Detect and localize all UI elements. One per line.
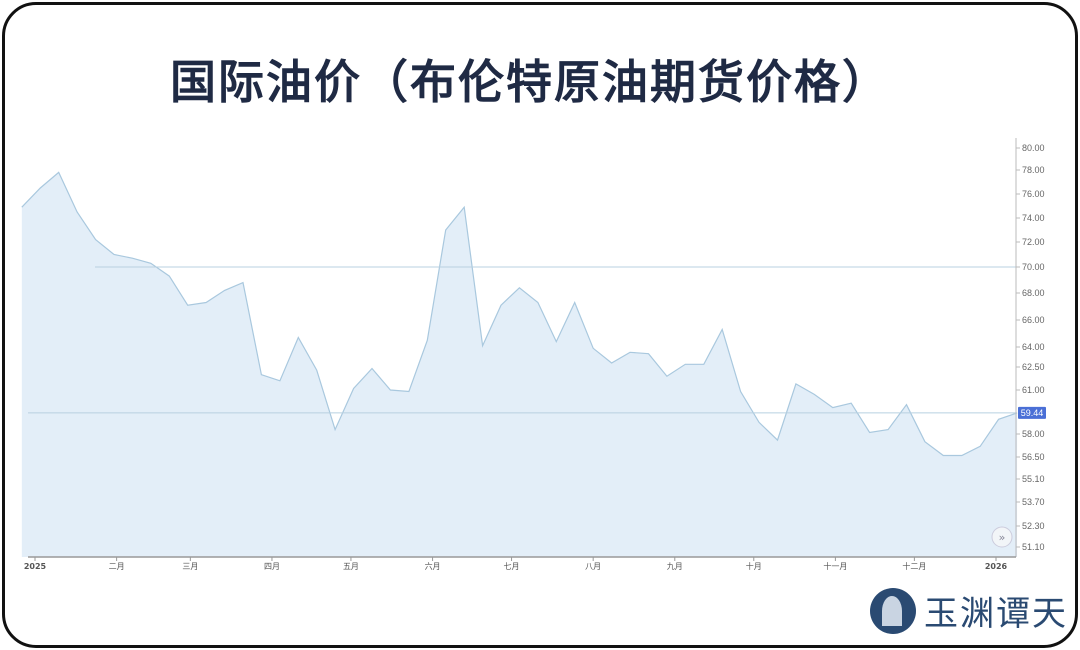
last-value-badge (1018, 406, 1046, 419)
y-tick-label: 62.50 (1022, 362, 1045, 372)
scroll-forward-button[interactable] (991, 526, 1013, 548)
last-value-label: 59.44 (1021, 408, 1044, 418)
x-tick-label: 2026 (985, 562, 1008, 571)
y-tick-label: 53.70 (1022, 497, 1045, 507)
x-tick-label: 十月 (746, 561, 762, 571)
x-tick-label: 十一月 (823, 561, 847, 571)
x-tick-label: 十二月 (902, 561, 926, 571)
y-tick-label: 80.00 (1022, 143, 1045, 153)
y-tick-label: 72.00 (1022, 237, 1045, 247)
x-tick-label: 五月 (343, 562, 359, 571)
y-tick-label: 70.00 (1022, 262, 1045, 272)
double-chevron-right-icon: » (999, 531, 1006, 544)
y-tick-label: 78.00 (1022, 165, 1045, 175)
y-tick-label: 55.10 (1022, 474, 1045, 484)
x-tick-label: 九月 (667, 562, 683, 571)
x-tick-label: 八月 (585, 562, 601, 571)
y-tick-label: 74.00 (1022, 213, 1045, 223)
y-tick-label: 56.50 (1022, 452, 1045, 462)
logo-text: 玉渊谭天 (924, 594, 1068, 634)
x-tick-label: 2025 (24, 562, 47, 571)
page-title: 国际油价（布伦特原油期货价格） (170, 55, 890, 109)
y-tick-label: 64.00 (1022, 342, 1045, 352)
x-tick-label: 四月 (264, 562, 280, 571)
price-area (21, 172, 1018, 557)
y-tick-label: 51.10 (1022, 542, 1045, 552)
y-tick-label: 52.30 (1022, 521, 1045, 531)
logo-icon (870, 587, 916, 634)
y-tick-label: 68.00 (1022, 288, 1045, 298)
y-tick-label: 76.00 (1022, 189, 1045, 199)
y-tick-label: 58.00 (1022, 429, 1045, 439)
x-tick-label: 六月 (425, 561, 441, 571)
watermark-logo: 玉渊谭天 (870, 586, 1068, 635)
x-tick-label: 三月 (182, 562, 198, 571)
x-tick-label: 七月 (504, 562, 520, 571)
y-tick-label: 66.00 (1022, 315, 1045, 325)
y-tick-label: 61.00 (1022, 385, 1045, 395)
x-tick-label: 二月 (109, 562, 125, 571)
